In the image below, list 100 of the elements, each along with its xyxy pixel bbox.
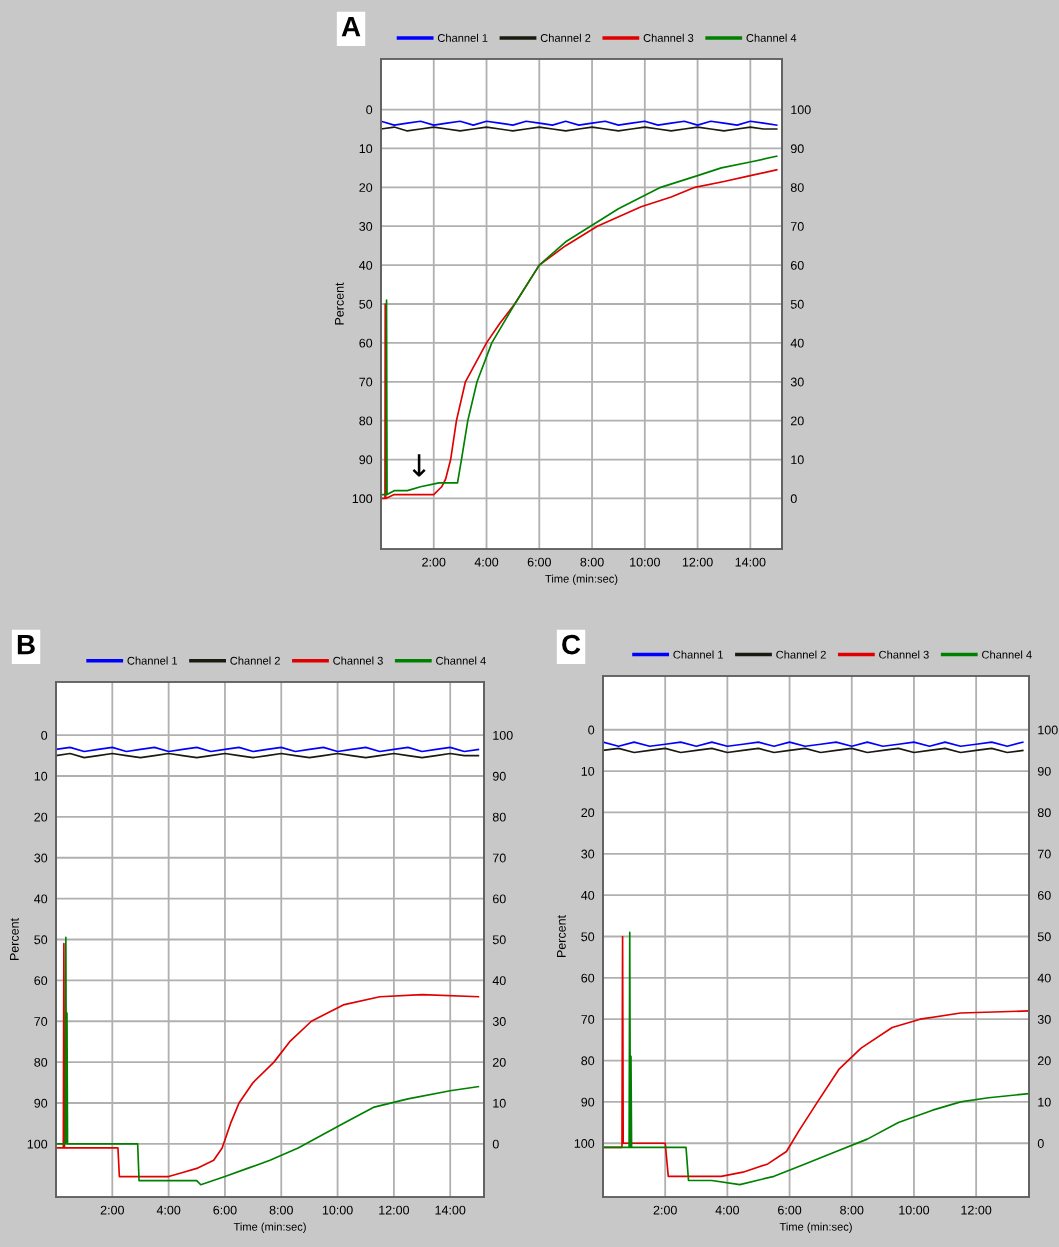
chart-title: B [17, 635, 35, 655]
y-tick-label: 30 [359, 222, 373, 231]
y2-tick-label: 90 [1037, 766, 1051, 776]
y-tick-label: 90 [581, 1097, 595, 1107]
y-tick-label: 60 [359, 338, 373, 348]
y2-tick-label: 10 [493, 1098, 506, 1108]
y2-tick-label: 80 [492, 812, 506, 822]
legend-label: Channel 2 [230, 656, 280, 665]
y-tick-label: 20 [34, 812, 48, 822]
y-tick-label: 20 [581, 808, 595, 818]
y2-tick-label: 40 [790, 338, 804, 348]
x-axis-title: Time (min:sec) [779, 1222, 852, 1233]
y-tick-label: 0 [588, 725, 595, 735]
x-tick-label: 8:00 [580, 557, 604, 567]
y-tick-label: 20 [359, 183, 373, 192]
x-tick-label: 6:00 [527, 557, 551, 567]
y-tick-label: 40 [359, 260, 373, 270]
y-tick-label: 100 [27, 1139, 48, 1149]
y-tick-label: 40 [34, 894, 48, 904]
y-tick-label: 10 [581, 766, 595, 776]
y2-tick-label: 70 [1037, 849, 1051, 859]
y-tick-label: 60 [581, 973, 595, 983]
y-tick-label: 70 [359, 377, 373, 387]
y-tick-label: 10 [34, 771, 48, 781]
legend-label: Channel 3 [643, 33, 694, 42]
x-tick-label: 14:00 [435, 1205, 466, 1215]
y-axis-title: Percent [557, 915, 566, 958]
y2-tick-label: 50 [492, 935, 506, 945]
x-tick-label: 8:00 [840, 1205, 864, 1215]
legend-label: Channel 2 [540, 33, 591, 42]
y-tick-label: 60 [34, 976, 48, 986]
y-tick-label: 100 [574, 1139, 595, 1148]
y-tick-label: 100 [352, 494, 373, 504]
y2-tick-label: 0 [492, 1139, 499, 1149]
y-tick-label: 90 [34, 1098, 48, 1108]
y-tick-label: 50 [34, 935, 48, 945]
y2-tick-label: 0 [1037, 1139, 1044, 1148]
y2-tick-label: 0 [790, 494, 797, 504]
y2-tick-label: 60 [1037, 890, 1051, 900]
x-tick-label: 12:00 [379, 1205, 410, 1215]
chart-title: A [341, 17, 361, 37]
y2-tick-label: 40 [492, 976, 506, 986]
y2-tick-label: 10 [791, 455, 804, 465]
y-tick-label: 0 [366, 105, 373, 115]
y-tick-label: 0 [41, 730, 48, 740]
y2-tick-label: 70 [492, 853, 506, 863]
x-tick-label: 4:00 [715, 1205, 740, 1215]
x-tick-label: 12:00 [682, 557, 713, 567]
y2-tick-label: 30 [790, 377, 804, 387]
x-tick-label: 8:00 [269, 1205, 293, 1215]
x-axis-title: Time (min:sec) [233, 1222, 306, 1233]
x-tick-label: 4:00 [474, 557, 499, 567]
x-axis-title: Time (min:sec) [545, 574, 618, 585]
legend-label: Channel 2 [776, 650, 826, 659]
y2-tick-label: 90 [790, 144, 804, 154]
y-tick-label: 50 [359, 299, 373, 309]
annotation: ↓ [412, 454, 426, 477]
y2-tick-label: 60 [790, 260, 804, 270]
x-tick-label: 14:00 [735, 557, 766, 567]
y-tick-label: 40 [581, 890, 595, 900]
y2-tick-label: 30 [492, 1017, 506, 1026]
x-tick-label: 2:00 [653, 1205, 677, 1215]
x-tick-label: 10:00 [630, 557, 660, 567]
y-tick-label: 50 [581, 932, 595, 942]
x-tick-label: 2:00 [100, 1205, 124, 1215]
x-tick-label: 6:00 [213, 1205, 237, 1215]
legend-label: Channel 4 [436, 656, 486, 665]
x-tick-label: 12:00 [961, 1205, 992, 1215]
legend-label: Channel 1 [127, 656, 178, 665]
legend-label: Channel 4 [746, 33, 797, 42]
y-tick-label: 70 [34, 1017, 48, 1026]
x-tick-label: 6:00 [778, 1205, 802, 1215]
y2-tick-label: 20 [1037, 1056, 1051, 1066]
y-tick-label: 70 [581, 1015, 595, 1024]
y-tick-label: 30 [34, 853, 48, 863]
y2-tick-label: 90 [492, 771, 506, 781]
y-tick-label: 80 [359, 416, 373, 426]
legend-label: Channel 1 [437, 33, 488, 42]
y-tick-label: 30 [581, 849, 595, 859]
chart-title: C [562, 634, 581, 655]
y-tick-label: 80 [34, 1057, 48, 1067]
y-tick-label: 10 [359, 144, 373, 154]
y2-tick-label: 80 [790, 183, 804, 192]
y-axis-title: Percent [10, 918, 19, 961]
legend-label: Channel 1 [673, 650, 723, 659]
y2-tick-label: 40 [1037, 973, 1051, 983]
y2-tick-label: 50 [790, 299, 804, 309]
y2-tick-label: 100 [1038, 725, 1058, 735]
y2-tick-label: 30 [1037, 1015, 1051, 1024]
y2-tick-label: 80 [1037, 808, 1051, 818]
y2-tick-label: 20 [790, 416, 804, 426]
y2-tick-label: 10 [1038, 1097, 1051, 1107]
x-tick-label: 10:00 [899, 1205, 930, 1215]
x-tick-label: 4:00 [156, 1205, 181, 1215]
y2-tick-label: 60 [492, 894, 506, 904]
y-tick-label: 90 [359, 455, 373, 465]
y2-tick-label: 100 [791, 105, 811, 115]
y-axis-title: Percent [335, 282, 344, 325]
legend-label: Channel 3 [879, 650, 929, 659]
y2-tick-label: 70 [790, 222, 804, 231]
